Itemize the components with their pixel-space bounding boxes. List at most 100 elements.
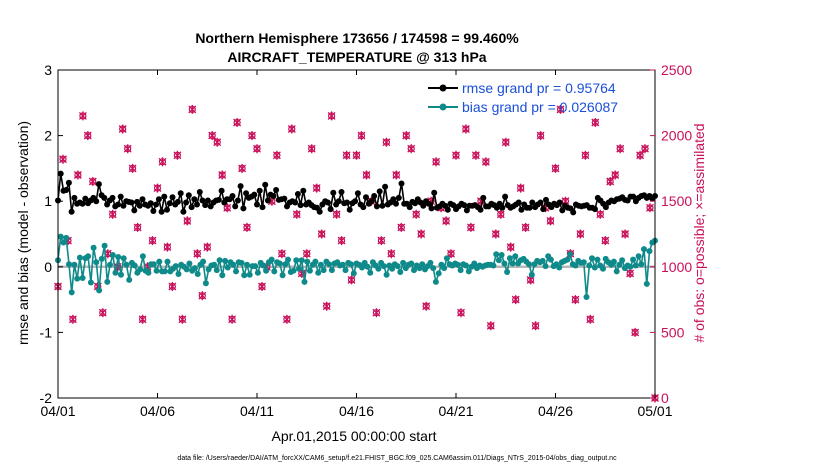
bias-point xyxy=(109,252,116,258)
obs-marker xyxy=(397,222,406,232)
legend: rmse grand pr = 0.95764 bias grand pr = … xyxy=(428,80,618,115)
bias-point xyxy=(263,267,270,274)
bias-point xyxy=(542,263,549,270)
bias-point xyxy=(298,257,305,264)
obs-assimilated-marker xyxy=(596,209,605,219)
bias-point xyxy=(400,259,407,266)
rmse-point xyxy=(428,205,435,212)
bias-point xyxy=(594,256,601,263)
bias-point xyxy=(164,258,171,265)
rmse-point xyxy=(234,197,241,204)
bias-point xyxy=(85,253,92,260)
obs-assimilated-marker xyxy=(556,104,565,114)
obs-assimilated-marker xyxy=(422,301,431,311)
y-right-tick-label: 2000 xyxy=(661,128,692,144)
rmse-point xyxy=(344,199,350,206)
obs-marker xyxy=(128,163,137,173)
bias-point xyxy=(60,239,67,246)
obs-marker xyxy=(68,314,77,324)
rmse-point xyxy=(327,206,334,213)
y-tick-label: 2 xyxy=(44,128,52,144)
obs-marker xyxy=(432,157,441,167)
rmse-point xyxy=(158,208,165,215)
obs-marker xyxy=(382,137,391,147)
obs-assimilated-marker xyxy=(59,154,67,164)
rmse-point xyxy=(373,203,380,210)
rmse-point xyxy=(57,170,64,177)
bias-point xyxy=(238,259,245,266)
y-tick-label: -2 xyxy=(40,390,53,406)
bias-point xyxy=(512,253,519,260)
obs-marker xyxy=(138,314,147,324)
obs-marker xyxy=(646,203,654,213)
bias-point xyxy=(200,258,207,265)
bias-point xyxy=(339,261,346,268)
rmse-point xyxy=(194,201,200,208)
rmse-point xyxy=(68,208,75,215)
obs-marker xyxy=(621,229,630,239)
bias-point xyxy=(282,261,289,268)
obs-assimilated-marker xyxy=(322,301,331,311)
bias-point xyxy=(186,260,193,267)
rmse-point xyxy=(153,201,160,208)
bias-point xyxy=(118,271,124,278)
obs-marker xyxy=(536,131,545,141)
bias-point xyxy=(411,267,417,274)
bias-point xyxy=(233,268,239,275)
y-right-tick-label: 1000 xyxy=(661,259,692,275)
obs-assimilated-marker xyxy=(372,308,381,318)
obs-marker xyxy=(362,170,371,180)
bias-point xyxy=(139,253,146,260)
obs-marker xyxy=(302,249,311,259)
obs-marker xyxy=(183,216,192,226)
obs-assimilated-marker xyxy=(248,131,256,141)
bias-point xyxy=(320,267,327,274)
bias-point xyxy=(90,244,97,251)
x-tick-label: 04/06 xyxy=(140,403,175,419)
obs-marker xyxy=(352,150,361,160)
obs-marker xyxy=(516,183,525,193)
obs-assimilated-marker xyxy=(471,150,480,160)
rmse-point xyxy=(166,200,173,207)
rmse-point xyxy=(398,180,405,187)
footnote: data file: /Users/raeder/DAI/ATM_forcXX/… xyxy=(177,455,617,462)
obs-assimilated-marker xyxy=(576,229,585,239)
obs-assimilated-marker xyxy=(312,183,321,193)
bias-point xyxy=(66,261,72,268)
obs-assimilated-marker xyxy=(153,183,162,193)
bias-point xyxy=(252,263,259,270)
bias-point xyxy=(501,260,508,267)
x-axis-label: Apr.01,2015 00:00:00 start xyxy=(271,428,436,444)
bias-point xyxy=(630,256,637,263)
obs-marker xyxy=(611,170,620,180)
rmse-point xyxy=(338,189,345,195)
rmse-point xyxy=(360,204,367,211)
bias-point xyxy=(364,263,371,270)
bias-point xyxy=(619,257,626,264)
rmse-point xyxy=(502,193,509,200)
bias-point xyxy=(383,271,390,278)
obs-assimilated-marker xyxy=(432,157,441,167)
bias-point xyxy=(616,261,623,268)
obs-marker xyxy=(322,301,331,311)
bias-point xyxy=(408,260,415,267)
rmse-point xyxy=(292,199,299,206)
obs-assimilated-marker xyxy=(277,249,286,259)
obs-marker xyxy=(213,137,222,147)
bias-point xyxy=(394,263,401,270)
obs-assimilated-marker xyxy=(307,144,316,154)
bias-point xyxy=(74,275,81,282)
legend-bias-marker xyxy=(439,103,447,111)
bias-point xyxy=(268,256,275,263)
y-axis-right-label: # of obs: o=possible; ×=assimilated xyxy=(691,123,707,342)
obs-assimilated-marker xyxy=(128,163,137,173)
rmse-point xyxy=(602,204,609,211)
bias-point xyxy=(526,261,532,268)
obs-assimilated-marker xyxy=(486,321,495,331)
bias-point xyxy=(315,269,322,276)
bias-point xyxy=(293,257,300,264)
obs-marker xyxy=(287,124,296,134)
bias-point xyxy=(285,256,291,263)
obs-marker xyxy=(392,170,401,180)
obs-assimilated-marker xyxy=(347,275,356,285)
